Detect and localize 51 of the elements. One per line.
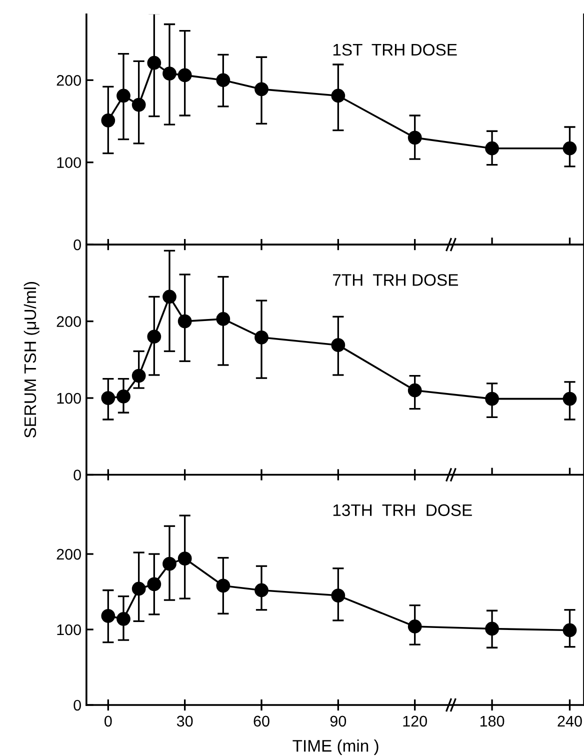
- y-tick-label: 200: [56, 548, 81, 560]
- point: [162, 290, 176, 304]
- point: [331, 588, 346, 602]
- y-tick-label: 100: [57, 157, 81, 168]
- point: [408, 383, 422, 398]
- y-tick-label: 0: [74, 700, 81, 711]
- y-tick-label: 100: [57, 624, 81, 636]
- point: [408, 130, 422, 145]
- point: [147, 577, 162, 592]
- point: [162, 66, 176, 81]
- point: [116, 390, 130, 404]
- point: [178, 68, 192, 82]
- x-tick-label: 30: [176, 716, 193, 727]
- point: [147, 56, 162, 70]
- point: [116, 88, 130, 103]
- point: [178, 314, 192, 328]
- point: [254, 330, 268, 344]
- y-tick-label: 200: [56, 75, 81, 86]
- point: [216, 312, 230, 326]
- point: [162, 556, 176, 571]
- point: [216, 578, 230, 593]
- x-tick-label: 180: [480, 716, 504, 727]
- x-tick-label: 0: [104, 716, 112, 727]
- point: [132, 368, 146, 383]
- point: [331, 88, 346, 103]
- y-tick-label: 0: [74, 470, 81, 480]
- x-tick-label: 60: [254, 716, 270, 727]
- point: [331, 338, 346, 352]
- point: [216, 73, 230, 88]
- x-axis-title: TIME (min ): [292, 740, 378, 756]
- point: [178, 552, 192, 566]
- annotation: 7TH TRH DOSE: [333, 274, 458, 286]
- x-tick-label: 120: [403, 716, 427, 727]
- y-tick-label: 200: [56, 316, 81, 327]
- point: [408, 620, 422, 634]
- y-axis-title: SERUM TSH (μU/ml): [24, 282, 40, 438]
- x-tick-label: 90: [330, 716, 346, 727]
- annotation: 13TH TRH DOSE: [333, 504, 472, 516]
- point: [254, 583, 268, 598]
- point: [101, 113, 116, 128]
- annotation: 1ST TRH DOSE: [333, 44, 457, 56]
- x-tick-label: 240: [558, 716, 582, 727]
- point: [101, 608, 116, 623]
- point: [101, 391, 116, 405]
- point: [254, 82, 268, 96]
- y-tick-label: 0: [74, 239, 81, 250]
- y-tick-label: 100: [57, 392, 81, 404]
- point: [132, 582, 146, 596]
- point: [132, 98, 146, 112]
- point: [147, 330, 162, 344]
- point: [116, 612, 130, 626]
